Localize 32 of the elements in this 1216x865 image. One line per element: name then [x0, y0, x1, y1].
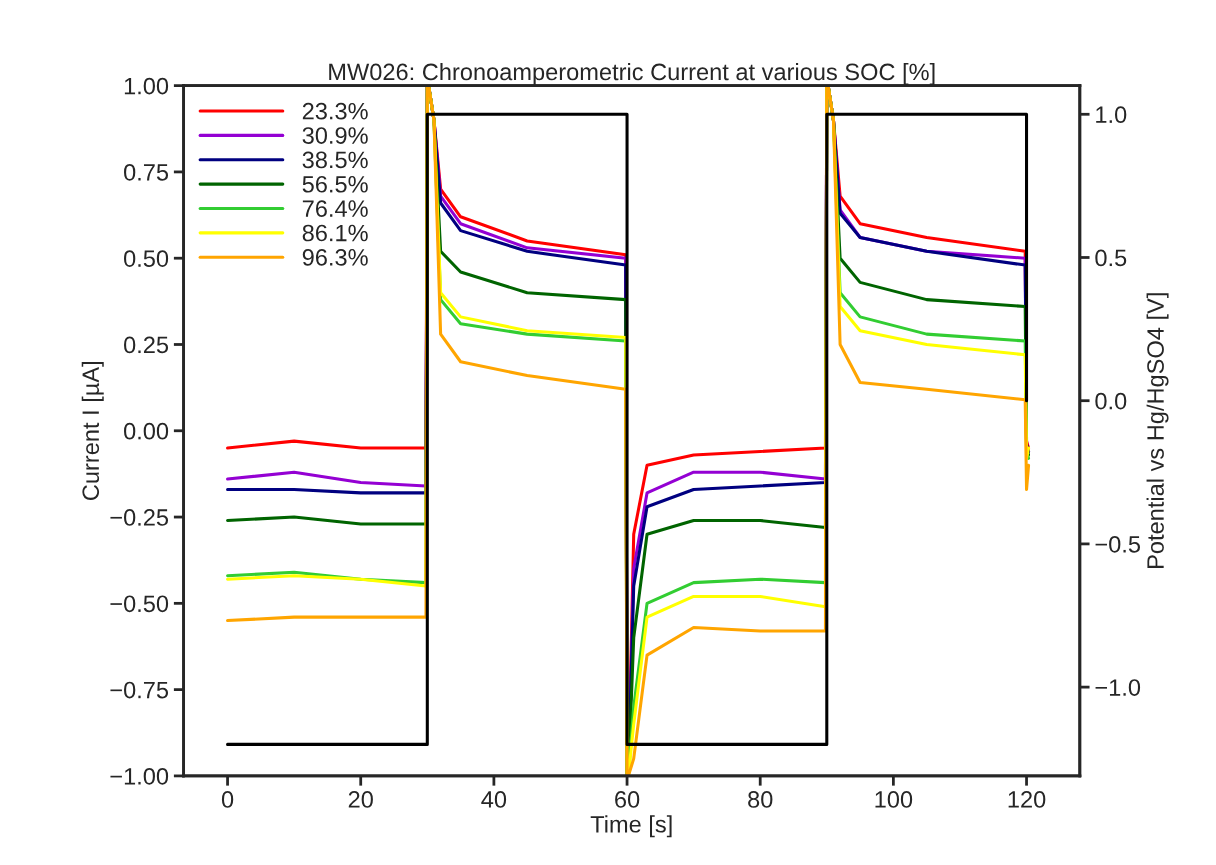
legend-label: 38.5%: [302, 151, 368, 169]
y-tick-label: −0.50: [110, 595, 169, 613]
x-tick-label: 0: [221, 791, 234, 808]
x-tick-label: 20: [348, 791, 373, 808]
chart-title: MW026: Chronoamperometric Current at various SOC [%]: [329, 62, 935, 85]
y-tick-label: −1.00: [110, 767, 169, 785]
y2-tick-label: −0.5: [1095, 535, 1141, 553]
y-axis-title: Current I [µA]: [81, 362, 104, 501]
y2-tick-label: −1.0: [1095, 679, 1141, 696]
y-tick-label: 0.00: [124, 422, 169, 440]
legend-label: 23.3%: [302, 102, 368, 120]
x-tick-label: 80: [748, 791, 773, 808]
y2-axis-title: Potential vs Hg/HgSO4 [V]: [1146, 293, 1169, 568]
y-tick-label: 0.25: [124, 336, 169, 354]
legend-label: 86.1%: [302, 224, 368, 242]
legend-label: 30.9%: [302, 127, 368, 144]
legend-label: 56.5%: [302, 175, 368, 193]
x-tick-label: 120: [1008, 791, 1046, 808]
y-tick-label: 0.75: [124, 163, 169, 181]
legend-label: 96.3%: [302, 249, 368, 266]
y2-tick-label: 0.5: [1095, 249, 1127, 267]
y-tick-label: −0.75: [110, 681, 169, 699]
x-axis-title: Time [s]: [590, 815, 672, 838]
x-tick-label: 60: [615, 791, 640, 808]
y-tick-label: 0.50: [124, 250, 169, 267]
y-tick-label: −0.25: [110, 509, 169, 526]
x-tick-label: 100: [875, 791, 913, 808]
legend-label: 76.4%: [302, 200, 368, 217]
y2-tick-label: 0.0: [1095, 392, 1127, 410]
y2-tick-label: 1.0: [1096, 106, 1127, 124]
y-tick-label: 1.00: [124, 77, 169, 95]
x-tick-label: 40: [481, 791, 507, 808]
